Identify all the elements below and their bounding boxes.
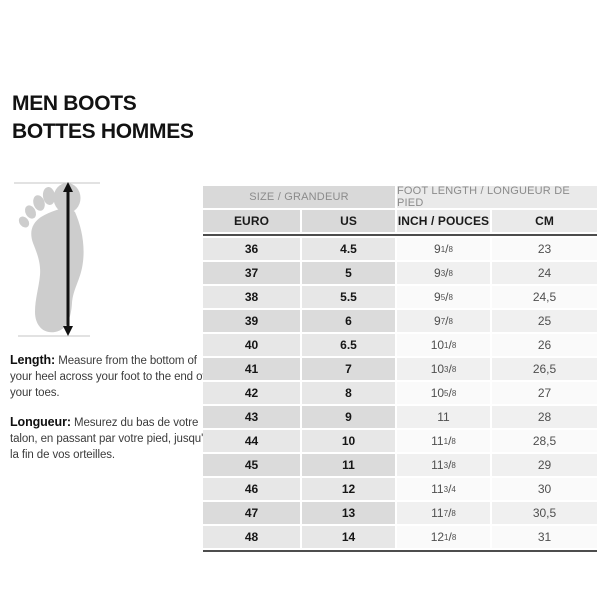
- table-row: 42 8 10 5/8 27: [203, 382, 597, 404]
- page-title: MEN BOOTS BOTTES HOMMES: [12, 90, 194, 146]
- cell-cm: 30,5: [492, 502, 597, 524]
- table-row: 48 14 12 1/8 31: [203, 526, 597, 548]
- cell-inch: 11 3/8: [397, 454, 490, 476]
- cell-inch: 9 3/8: [397, 262, 490, 284]
- cell-euro: 37: [203, 262, 300, 284]
- cell-inch: 12 1/8: [397, 526, 490, 548]
- cell-cm: 24: [492, 262, 597, 284]
- column-header-cm: CM: [492, 210, 597, 232]
- table-row: 38 5.5 9 5/8 24,5: [203, 286, 597, 308]
- foot-silhouette-icon: [14, 182, 100, 337]
- table-row: 45 11 11 3/8 29: [203, 454, 597, 476]
- foot-shape: [18, 183, 84, 333]
- cell-cm: 31: [492, 526, 597, 548]
- cell-us: 4.5: [302, 238, 395, 260]
- cell-euro: 43: [203, 406, 300, 428]
- cell-cm: 26,5: [492, 358, 597, 380]
- cell-inch: 11 1/8: [397, 430, 490, 452]
- cell-euro: 40: [203, 334, 300, 356]
- cell-cm: 27: [492, 382, 597, 404]
- instruction-en-text: Measure from the bottom of your heel acr…: [10, 355, 206, 399]
- cell-inch: 10 5/8: [397, 382, 490, 404]
- cell-inch: 9 7/8: [397, 310, 490, 332]
- table-column-header-row: EURO US INCH / POUCES CM: [203, 210, 597, 232]
- cell-euro: 44: [203, 430, 300, 452]
- cell-euro: 38: [203, 286, 300, 308]
- cell-inch: 11: [397, 406, 490, 428]
- cell-inch: 11 7/8: [397, 502, 490, 524]
- cell-us: 6: [302, 310, 395, 332]
- group-header-size: SIZE / GRANDEUR: [203, 186, 395, 208]
- cell-us: 6.5: [302, 334, 395, 356]
- size-table-body: 36 4.5 9 1/8 23 37 5 9 3/8 24 38 5.5 9 5…: [203, 238, 597, 548]
- table-row: 43 9 11 28: [203, 406, 597, 428]
- header-divider-line: [203, 234, 597, 236]
- cell-us: 14: [302, 526, 395, 548]
- group-header-foot-length: FOOT LENGTH / LONGUEUR DE PIED: [397, 185, 597, 209]
- cell-cm: 28,5: [492, 430, 597, 452]
- cell-cm: 29: [492, 454, 597, 476]
- cell-inch: 9 1/8: [397, 238, 490, 260]
- cell-euro: 46: [203, 478, 300, 500]
- table-group-header-row: SIZE / GRANDEUR FOOT LENGTH / LONGUEUR D…: [203, 185, 597, 209]
- cell-us: 10: [302, 430, 395, 452]
- instruction-fr-text: Mesurez du bas de votre talon, en passan…: [10, 417, 210, 461]
- cell-inch: 9 5/8: [397, 286, 490, 308]
- page-title-en: MEN BOOTS: [12, 92, 137, 115]
- cell-euro: 41: [203, 358, 300, 380]
- measurement-instructions: Length: Measure from the bottom of your …: [10, 352, 216, 476]
- cell-euro: 42: [203, 382, 300, 404]
- cell-us: 7: [302, 358, 395, 380]
- cell-cm: 30: [492, 478, 597, 500]
- instruction-fr-label: Longueur:: [10, 415, 71, 429]
- table-row: 40 6.5 10 1/8 26: [203, 334, 597, 356]
- foot-measurement-diagram: [8, 178, 104, 344]
- cell-us: 13: [302, 502, 395, 524]
- cell-us: 5.5: [302, 286, 395, 308]
- column-header-us: US: [302, 210, 395, 232]
- cell-cm: 28: [492, 406, 597, 428]
- cell-euro: 39: [203, 310, 300, 332]
- table-row: 44 10 11 1/8 28,5: [203, 430, 597, 452]
- cell-us: 5: [302, 262, 395, 284]
- cell-cm: 23: [492, 238, 597, 260]
- cell-cm: 26: [492, 334, 597, 356]
- cell-us: 11: [302, 454, 395, 476]
- table-row: 37 5 9 3/8 24: [203, 262, 597, 284]
- cell-cm: 24,5: [492, 286, 597, 308]
- cell-inch: 10 1/8: [397, 334, 490, 356]
- column-header-euro: EURO: [203, 210, 300, 232]
- cell-euro: 48: [203, 526, 300, 548]
- table-row: 41 7 10 3/8 26,5: [203, 358, 597, 380]
- cell-inch: 11 3/4: [397, 478, 490, 500]
- cell-euro: 45: [203, 454, 300, 476]
- cell-euro: 47: [203, 502, 300, 524]
- table-row: 39 6 9 7/8 25: [203, 310, 597, 332]
- instruction-fr: Longueur: Mesurez du bas de votre talon,…: [10, 414, 216, 463]
- table-bottom-line: [203, 550, 597, 552]
- cell-inch: 10 3/8: [397, 358, 490, 380]
- cell-us: 12: [302, 478, 395, 500]
- size-table: SIZE / GRANDEUR FOOT LENGTH / LONGUEUR D…: [203, 185, 597, 552]
- table-row: 47 13 11 7/8 30,5: [203, 502, 597, 524]
- page-title-fr: BOTTES HOMMES: [12, 120, 194, 143]
- cell-us: 9: [302, 406, 395, 428]
- cell-euro: 36: [203, 238, 300, 260]
- column-header-inch: INCH / POUCES: [397, 210, 490, 232]
- instruction-en: Length: Measure from the bottom of your …: [10, 352, 216, 401]
- cell-cm: 25: [492, 310, 597, 332]
- table-row: 36 4.5 9 1/8 23: [203, 238, 597, 260]
- table-row: 46 12 11 3/4 30: [203, 478, 597, 500]
- instruction-en-label: Length:: [10, 353, 56, 367]
- measure-length-arrow-icon: [63, 182, 73, 336]
- cell-us: 8: [302, 382, 395, 404]
